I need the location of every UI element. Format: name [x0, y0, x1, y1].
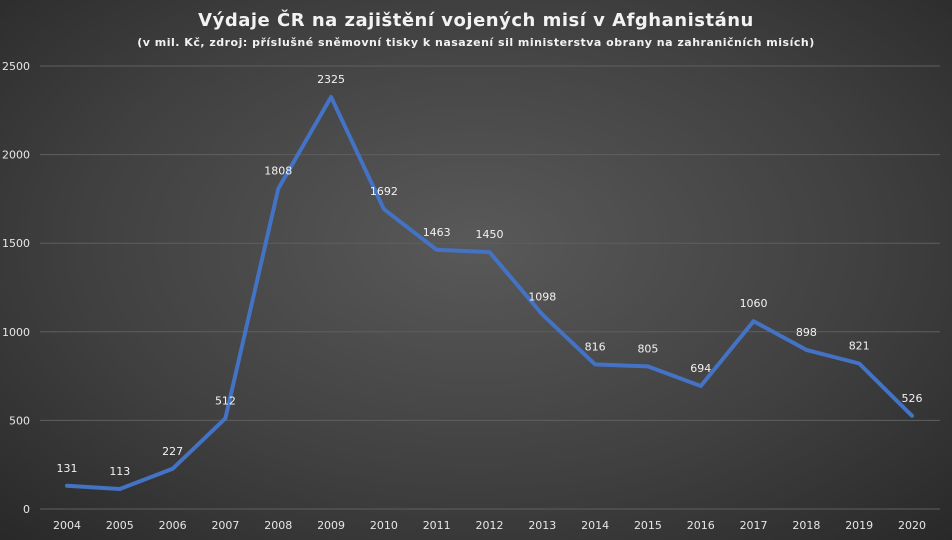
data-label: 2325 [317, 73, 345, 86]
data-label: 1060 [740, 297, 768, 310]
chart-subtitle: (v mil. Kč, zdroj: příslušné sněmovní ti… [137, 36, 815, 49]
data-label: 1692 [370, 185, 398, 198]
y-tick-label: 0 [23, 503, 30, 516]
x-tick-label: 2010 [370, 519, 398, 532]
data-label: 816 [585, 340, 606, 353]
y-axis-ticks: 0 500 1000 1500 2000 2500 [2, 60, 30, 516]
x-axis-ticks: 2004 2005 2006 2007 2008 2009 2010 2011 2012 2013… [53, 519, 926, 532]
x-tick-label: 2018 [792, 519, 820, 532]
x-tick-label: 2009 [317, 519, 345, 532]
data-label: 1463 [423, 226, 451, 239]
data-label: 1808 [264, 165, 292, 178]
data-label: 113 [109, 465, 130, 478]
x-tick-label: 2020 [898, 519, 926, 532]
gridlines [40, 65, 940, 510]
x-tick-label: 2015 [634, 519, 662, 532]
x-tick-label: 2013 [528, 519, 556, 532]
x-tick-label: 2017 [740, 519, 768, 532]
x-tick-label: 2016 [687, 519, 715, 532]
data-label: 898 [796, 326, 817, 339]
data-label: 694 [690, 362, 711, 375]
x-tick-label: 2019 [845, 519, 873, 532]
x-tick-label: 2006 [159, 519, 187, 532]
y-tick-label: 1000 [2, 326, 30, 339]
data-labels: 131 113 227 512 1808 2325 1692 1463 1450 1098 816 8… [57, 73, 923, 478]
x-tick-label: 2005 [106, 519, 134, 532]
y-tick-label: 2500 [2, 60, 30, 73]
x-tick-label: 2014 [581, 519, 609, 532]
x-tick-label: 2004 [53, 519, 81, 532]
chart-title: Výdaje ČR na zajištění vojených misí v A… [198, 10, 754, 31]
data-label: 1450 [476, 228, 504, 241]
data-label: 821 [849, 340, 870, 353]
data-label: 131 [57, 462, 78, 475]
data-label: 227 [162, 445, 183, 458]
series-line [65, 95, 914, 491]
y-tick-label: 500 [9, 414, 30, 427]
x-tick-label: 2012 [476, 519, 504, 532]
data-label: 512 [215, 394, 236, 407]
x-tick-label: 2011 [423, 519, 451, 532]
y-tick-label: 1500 [2, 237, 30, 250]
data-label: 526 [902, 392, 923, 405]
x-tick-label: 2008 [264, 519, 292, 532]
y-tick-label: 2000 [2, 149, 30, 162]
x-tick-label: 2007 [211, 519, 239, 532]
data-label: 805 [637, 342, 658, 355]
data-label: 1098 [528, 290, 556, 303]
